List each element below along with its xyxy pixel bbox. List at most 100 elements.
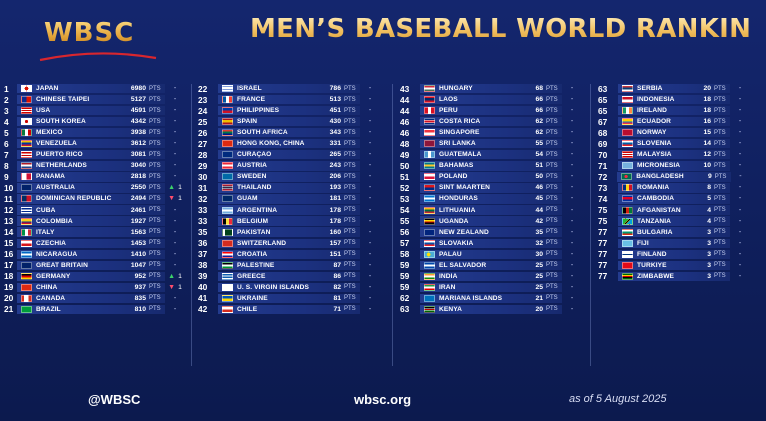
points-value: 1927 <box>130 217 146 225</box>
points-unit: PTS <box>546 262 558 269</box>
points-unit: PTS <box>344 184 356 191</box>
table-row: 62 MARIANA ISLANDS 21 PTS - <box>400 293 582 304</box>
rank-change: - <box>368 184 372 192</box>
country-name: CROATIA <box>237 250 268 258</box>
country-bar: ITALY 1563 PTS <box>17 227 165 237</box>
flag-tr-icon <box>622 261 633 269</box>
table-row: 48 SRI LANKA 55 PTS - <box>400 138 582 149</box>
country-name: SOUTH KOREA <box>36 118 86 126</box>
flag-gb-icon <box>21 261 32 269</box>
country-bar: CURAÇAO 265 PTS <box>218 150 360 160</box>
rank-number: 7 <box>4 149 9 160</box>
country-bar: PERU 66 PTS <box>420 105 562 116</box>
country-bar: FRANCE 513 PTS <box>218 94 360 105</box>
points-unit: PTS <box>149 195 161 202</box>
points-unit: PTS <box>714 240 726 247</box>
rank-change: - <box>738 118 742 126</box>
points-unit: PTS <box>714 262 726 269</box>
rank-change: ▲ 1 <box>165 273 185 280</box>
points-value: 44 <box>535 206 543 214</box>
country-bar: DOMINICAN REPUBLIC 2494 PTS <box>17 194 165 204</box>
rank-change: - <box>738 151 742 159</box>
country-name: TÜRKIYE <box>637 261 667 269</box>
rank-number: 72 <box>598 171 608 182</box>
points-unit: PTS <box>149 107 161 114</box>
country-name: POLAND <box>439 173 468 181</box>
rank-number: 3 <box>4 105 9 116</box>
country-bar: GUATEMALA 54 PTS <box>420 150 562 160</box>
points-value: 87 <box>333 261 341 269</box>
flag-pr-icon <box>21 151 32 159</box>
rank-number: 74 <box>598 193 608 204</box>
rank-change: - <box>570 129 574 137</box>
country-name: HONDURAS <box>439 195 478 203</box>
points-unit: PTS <box>546 118 558 125</box>
flag-pe-icon <box>424 107 435 115</box>
ranking-column: 43 HUNGARY 68 PTS -44 LAOS 66 PTS -44 PERU 66 PTS -4… <box>400 83 582 315</box>
table-row: 56 NEW ZEALAND 35 PTS - <box>400 227 582 238</box>
points-unit: PTS <box>714 85 726 92</box>
rank-change: - <box>570 85 574 93</box>
rank-number: 69 <box>598 138 608 149</box>
country-bar: GERMANY 952 PTS <box>17 271 165 281</box>
rank-change: - <box>570 96 574 104</box>
country-name: CHILE <box>237 305 258 313</box>
points-value: 10 <box>703 162 711 170</box>
country-bar: CHINA 937 PTS <box>17 282 165 293</box>
country-name: CAMBODIA <box>637 195 675 203</box>
rank-number: 44 <box>400 94 410 105</box>
points-value: 952 <box>134 272 146 280</box>
country-name: VENEZUELA <box>36 140 77 148</box>
points-unit: PTS <box>344 195 356 202</box>
table-row: 38 PALESTINE 87 PTS - <box>198 260 380 271</box>
points-value: 8 <box>707 184 711 192</box>
rank-number: 28 <box>198 149 208 160</box>
rank-number: 24 <box>198 105 208 116</box>
rank-change: ▼ 1 <box>165 195 185 202</box>
country-bar: CUBA 2461 PTS <box>17 205 165 215</box>
country-bar: HONG KONG, CHINA 331 PTS <box>218 139 360 149</box>
country-bar: GUAM 181 PTS <box>218 194 360 204</box>
points-unit: PTS <box>149 251 161 258</box>
rank-change: - <box>570 162 574 170</box>
points-value: 1047 <box>130 261 146 269</box>
rank-change: - <box>173 118 177 126</box>
points-value: 5 <box>707 195 711 203</box>
flag-pk-icon <box>222 228 233 236</box>
rank-number: 11 <box>4 193 13 204</box>
points-value: 810 <box>134 305 146 313</box>
points-unit: PTS <box>546 273 558 280</box>
rank-number: 44 <box>400 105 410 116</box>
country-name: INDIA <box>439 272 458 280</box>
table-row: 41 UKRAINE 81 PTS - <box>198 293 380 304</box>
flag-it-icon <box>21 228 32 236</box>
table-row: 77 BULGARIA 3 PTS - <box>598 227 750 238</box>
table-row: 73 ROMANIA 8 PTS - <box>598 182 750 193</box>
rank-change: - <box>368 217 372 225</box>
rank-change: - <box>738 96 742 104</box>
rank-change: - <box>173 85 177 93</box>
points-value: 32 <box>535 239 543 247</box>
rank-change: - <box>570 261 574 269</box>
flag-be-icon <box>222 217 233 225</box>
points-value: 45 <box>535 195 543 203</box>
table-row: 21 BRAZIL 810 PTS - <box>4 304 185 315</box>
country-name: CHINESE TAIPEI <box>36 96 90 104</box>
country-bar: CAMBODIA 5 PTS <box>618 194 730 204</box>
country-bar: UKRAINE 81 PTS <box>218 293 360 304</box>
country-bar: SINT MAARTEN 46 PTS <box>420 183 562 193</box>
country-bar: BULGARIA 3 PTS <box>618 227 730 237</box>
table-row: 20 CANADA 835 PTS - <box>4 293 185 304</box>
rank-number: 21 <box>4 304 14 315</box>
points-value: 66 <box>535 107 543 115</box>
table-row: 24 PHILIPPINES 451 PTS - <box>198 105 380 116</box>
points-value: 20 <box>703 85 711 93</box>
table-row: 59 INDIA 25 PTS - <box>400 271 582 282</box>
table-row: 58 PALAU 30 PTS - <box>400 249 582 260</box>
country-bar: INDONESIA 18 PTS <box>618 94 730 105</box>
rank-change-value: 1 <box>178 283 182 291</box>
flag-us-icon <box>21 107 32 115</box>
website-link[interactable]: wbsc.org <box>354 392 412 407</box>
country-bar: ZIMBABWE 3 PTS <box>618 271 730 281</box>
rank-number: 29 <box>198 160 208 171</box>
